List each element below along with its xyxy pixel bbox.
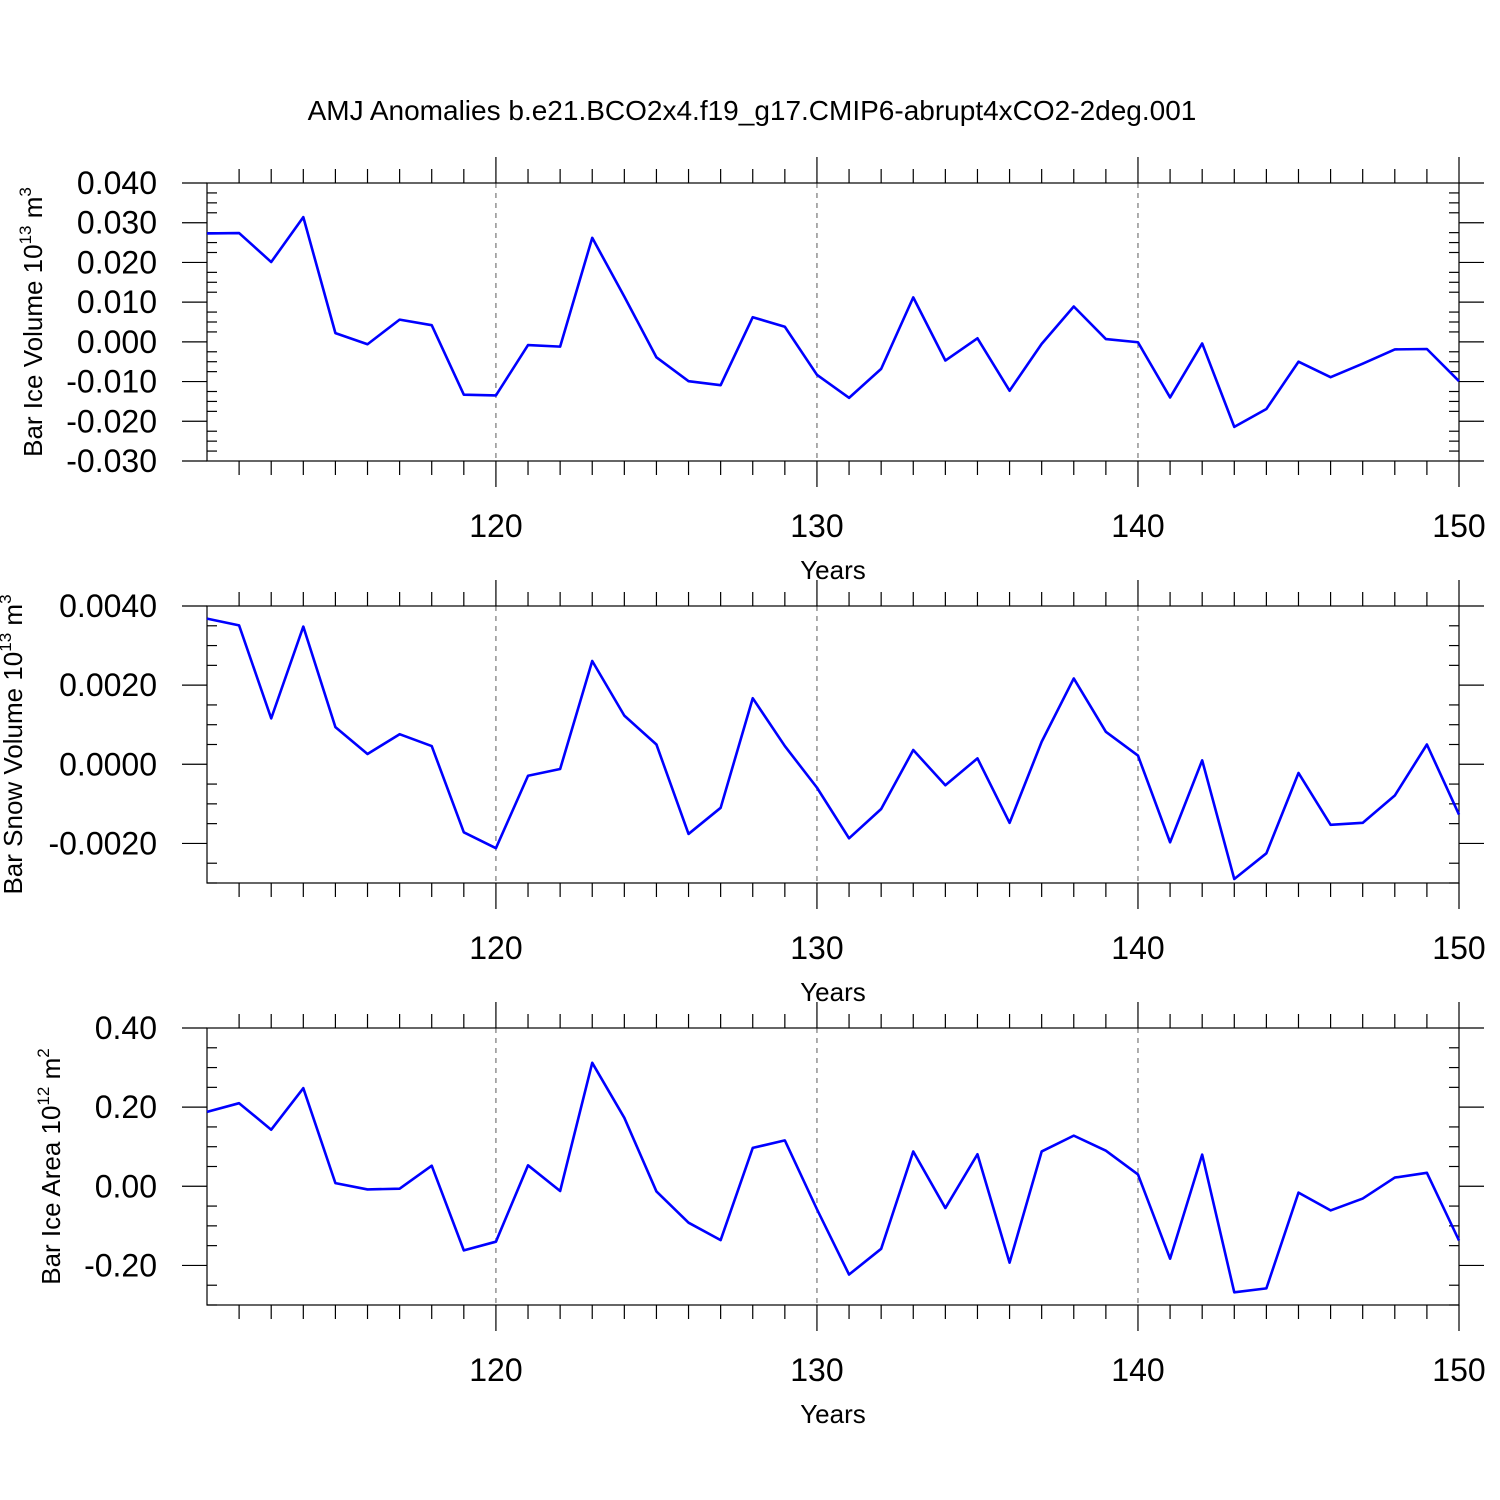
y-tick-label: -0.010 bbox=[66, 364, 157, 400]
x-tick-label: 130 bbox=[790, 1352, 843, 1388]
x-tick-label: 120 bbox=[469, 508, 522, 544]
x-tick-label: 140 bbox=[1111, 1352, 1164, 1388]
x-axis-label: Years bbox=[800, 977, 866, 1007]
x-axis-label: Years bbox=[800, 555, 866, 585]
x-tick-label: 140 bbox=[1111, 508, 1164, 544]
y-axis-label: Bar Ice Area 1012 m2 bbox=[34, 1048, 66, 1285]
y-tick-label: 0.020 bbox=[77, 244, 157, 280]
panel-2: -0.0020 0.0000 0.0020 0.0040 120 130 140 150 Yea… bbox=[0, 580, 1486, 1007]
y-tick-label: 0.030 bbox=[77, 205, 157, 241]
x-tick-label: 150 bbox=[1432, 508, 1485, 544]
x-tick-label: 150 bbox=[1432, 1352, 1485, 1388]
plot-frame bbox=[206, 605, 1460, 884]
x-tick-label: 150 bbox=[1432, 930, 1485, 966]
y-tick-label: 0.40 bbox=[95, 1010, 157, 1046]
y-tick-label: -0.0020 bbox=[48, 825, 157, 861]
y-tick-label: -0.030 bbox=[66, 443, 157, 479]
y-tick-label: -0.020 bbox=[66, 403, 157, 439]
x-axis-label: Years bbox=[800, 1399, 866, 1429]
series-line bbox=[206, 1061, 1461, 1294]
chart-title: AMJ Anomalies b.e21.BCO2x4.f19_g17.CMIP6… bbox=[308, 95, 1197, 126]
y-tick-label: 0.0040 bbox=[59, 588, 157, 624]
y-tick-label: 0.040 bbox=[77, 165, 157, 201]
y-tick-label: 0.20 bbox=[95, 1089, 157, 1125]
panel-3: -0.20 0.00 0.20 0.40 120 130 140 150 Years Bar Ic… bbox=[34, 1002, 1486, 1429]
y-tick-label: 0.010 bbox=[77, 284, 157, 320]
y-tick-label: 0.000 bbox=[77, 324, 157, 360]
y-axis-label: Bar Ice Volume 1013 m3 bbox=[16, 187, 48, 457]
plot-frame bbox=[206, 182, 1460, 462]
x-tick-label: 130 bbox=[790, 508, 843, 544]
x-tick-label: 130 bbox=[790, 930, 843, 966]
y-axis-label: Bar Snow Volume 1013 m3 bbox=[0, 594, 28, 894]
series-line bbox=[206, 617, 1461, 881]
y-tick-label: 0.00 bbox=[95, 1168, 157, 1204]
x-tick-label: 140 bbox=[1111, 930, 1164, 966]
plot-frame bbox=[206, 1027, 1460, 1306]
y-tick-label: 0.0020 bbox=[59, 667, 157, 703]
series-line bbox=[206, 215, 1460, 429]
y-tick-label: 0.0000 bbox=[59, 746, 157, 782]
y-tick-label: -0.20 bbox=[84, 1247, 157, 1283]
x-tick-label: 120 bbox=[469, 1352, 522, 1388]
x-tick-label: 120 bbox=[469, 930, 522, 966]
